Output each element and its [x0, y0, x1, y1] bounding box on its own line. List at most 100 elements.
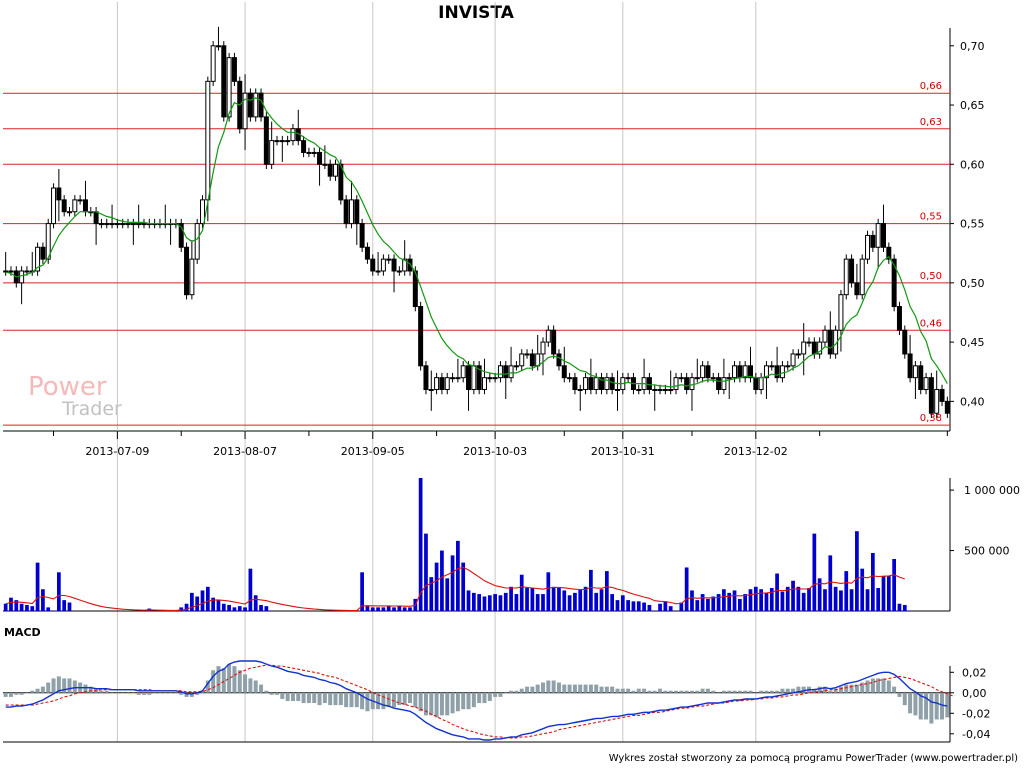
volume-bar [376, 607, 380, 611]
candle-body [939, 389, 945, 402]
candle-body [583, 377, 589, 391]
candle [231, 52, 237, 87]
watermark-power: Power [28, 372, 107, 402]
candle-body [843, 258, 849, 296]
volume-bar [541, 594, 545, 611]
volume-bar [679, 602, 684, 611]
volume-bar [886, 575, 891, 611]
candle-body [662, 389, 668, 392]
volume-bar [573, 592, 577, 611]
candle [67, 206, 72, 217]
volume-bar [3, 603, 8, 611]
footer-credit: Wykres został stworzony za pomocą progra… [609, 753, 1018, 764]
macd-histogram-bar [67, 678, 72, 693]
macd-histogram-bar [104, 690, 109, 693]
volume-bar [243, 607, 247, 611]
candle [263, 112, 269, 170]
macd-histogram-bar [471, 692, 476, 708]
candle [556, 349, 562, 371]
volume-bar [839, 590, 843, 611]
price-y-tick-label: 0,70 [960, 40, 985, 53]
price-y-tick-label: 0,50 [960, 277, 985, 290]
candle [285, 135, 291, 146]
candle [3, 252, 9, 276]
candle [939, 384, 945, 407]
macd-histogram-bar [200, 690, 205, 693]
volume-bar [365, 606, 370, 611]
candle [806, 337, 812, 347]
level-label: 0,55 [920, 212, 942, 223]
candle [391, 254, 397, 293]
macd-panel-title: MACD [4, 626, 41, 639]
candle [77, 195, 83, 205]
macd-histogram-bar [679, 690, 684, 693]
price-y-tick-label: 0,45 [960, 336, 985, 349]
macd-histogram-bar [120, 692, 125, 694]
candle-body [540, 341, 546, 355]
macd-histogram-bar [14, 692, 19, 695]
macd-histogram-bar [354, 692, 359, 708]
candle [822, 325, 828, 347]
volume-bar [870, 552, 875, 611]
candle-body [678, 377, 684, 380]
volume-bar [636, 601, 641, 611]
macd-histogram-bar [248, 678, 253, 693]
candle [290, 124, 296, 146]
volume-bar [67, 602, 72, 611]
volume-bar [370, 607, 375, 611]
volume-bar [46, 607, 51, 611]
candle-body [130, 223, 136, 226]
macd-histogram-bar [700, 688, 705, 693]
macd-histogram-bar [136, 692, 141, 695]
candle [817, 337, 823, 359]
macd-histogram-bar [423, 692, 428, 716]
macd-histogram-bar [376, 692, 381, 710]
candle-body [114, 223, 120, 226]
macd-histogram-bar [56, 676, 61, 693]
macd-histogram-bar [46, 682, 51, 693]
macd-histogram-bar [929, 692, 934, 724]
macd-histogram-bar [812, 688, 817, 693]
volume-bar [41, 589, 45, 611]
macd-histogram-bar [775, 690, 780, 693]
candle-body [508, 365, 514, 379]
candle [226, 52, 232, 122]
volume-bar [844, 571, 849, 611]
macd-histogram-bar [503, 692, 508, 694]
volume-bar [583, 586, 588, 611]
candle [221, 41, 227, 122]
candle [487, 372, 493, 383]
macd-histogram-bar [743, 690, 748, 693]
candle [572, 372, 578, 395]
candle-body [737, 365, 743, 379]
macd-histogram-bar [349, 692, 354, 708]
macd-histogram-bar [141, 692, 146, 695]
candle [247, 88, 253, 122]
volume-bar [466, 590, 471, 611]
macd-y-tick-label: -0,02 [962, 707, 990, 720]
candle [918, 361, 924, 395]
volume-bar [503, 592, 508, 611]
volume-bar [487, 595, 492, 611]
volume-bar [663, 601, 668, 611]
candle-body [854, 282, 860, 296]
candle [51, 183, 57, 229]
volume-bar [589, 569, 593, 611]
candle [891, 254, 897, 312]
candle-body [402, 258, 408, 272]
candle [785, 361, 791, 371]
candle [210, 41, 216, 87]
candle-body [487, 377, 493, 380]
macd-histogram-bar [588, 684, 593, 693]
candle-body [907, 353, 913, 379]
macd-histogram-bar [663, 690, 668, 693]
candle [423, 361, 429, 395]
volume-bar [493, 594, 497, 611]
candle-body [758, 377, 764, 391]
volume-bar [796, 586, 801, 611]
candle-body [24, 270, 30, 273]
macd-histogram-bar [274, 692, 279, 695]
candle-body [769, 365, 775, 368]
candle-body [881, 223, 886, 248]
volume-bar [716, 594, 721, 611]
